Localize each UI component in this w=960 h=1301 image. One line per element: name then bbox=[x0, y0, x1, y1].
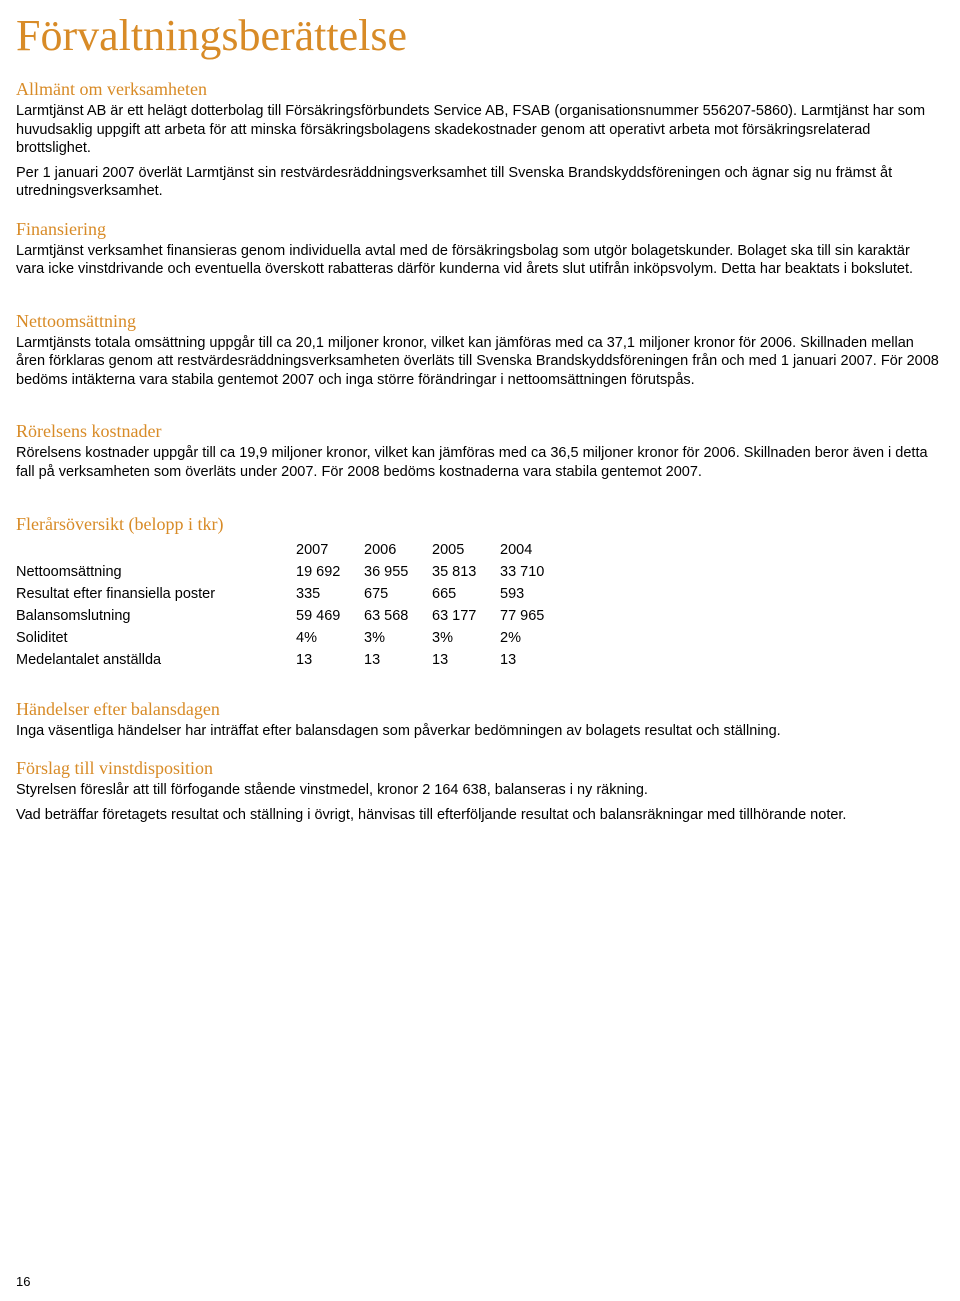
table-header-row: 2007 2006 2005 2004 bbox=[16, 539, 568, 561]
table-cell: 335 bbox=[296, 583, 364, 605]
para-allmant-2: Per 1 januari 2007 överlät Larmtjänst si… bbox=[16, 164, 940, 201]
table-row: Resultat efter finansiella poster 335 67… bbox=[16, 583, 568, 605]
heading-finansiering: Finansiering bbox=[16, 219, 940, 240]
table-cell: 2004 bbox=[500, 539, 568, 561]
heading-allmant: Allmänt om verksamheten bbox=[16, 79, 940, 100]
table-cell: 19 692 bbox=[296, 561, 364, 583]
table-cell: 4% bbox=[296, 627, 364, 649]
table-cell: 63 177 bbox=[432, 605, 500, 627]
table-cell: 59 469 bbox=[296, 605, 364, 627]
heading-flerars: Flerårsöversikt (belopp i tkr) bbox=[16, 514, 940, 535]
table-cell: 13 bbox=[432, 649, 500, 671]
table-cell: Medelantalet anställda bbox=[16, 649, 296, 671]
heading-handelser: Händelser efter balansdagen bbox=[16, 699, 940, 720]
table-cell: 675 bbox=[364, 583, 432, 605]
table-row: Nettoomsättning 19 692 36 955 35 813 33 … bbox=[16, 561, 568, 583]
table-cell: 77 965 bbox=[500, 605, 568, 627]
table-cell: 665 bbox=[432, 583, 500, 605]
table-cell: 13 bbox=[296, 649, 364, 671]
table-cell: 593 bbox=[500, 583, 568, 605]
table-cell: 3% bbox=[364, 627, 432, 649]
page-number: 16 bbox=[16, 1274, 30, 1289]
table-cell: Soliditet bbox=[16, 627, 296, 649]
table-cell: 13 bbox=[500, 649, 568, 671]
table-cell: 2006 bbox=[364, 539, 432, 561]
table-row: Balansomslutning 59 469 63 568 63 177 77… bbox=[16, 605, 568, 627]
table-cell: 35 813 bbox=[432, 561, 500, 583]
para-handelser-1: Inga väsentliga händelser har inträffat … bbox=[16, 722, 940, 741]
para-allmant-1: Larmtjänst AB är ett helägt dotterbolag … bbox=[16, 102, 940, 158]
para-nettoomsattning-1: Larmtjänsts totala omsättning uppgår til… bbox=[16, 334, 940, 390]
table-row: Medelantalet anställda 13 13 13 13 bbox=[16, 649, 568, 671]
heading-rorelsens: Rörelsens kostnader bbox=[16, 421, 940, 442]
table-cell: 2% bbox=[500, 627, 568, 649]
para-forslag-1: Styrelsen föreslår att till förfogande s… bbox=[16, 781, 940, 800]
table-cell: Resultat efter finansiella poster bbox=[16, 583, 296, 605]
table-cell bbox=[16, 539, 296, 561]
table-cell: 2005 bbox=[432, 539, 500, 561]
heading-forslag: Förslag till vinstdisposition bbox=[16, 758, 940, 779]
para-forslag-2: Vad beträffar företagets resultat och st… bbox=[16, 806, 940, 825]
para-rorelsens-1: Rörelsens kostnader uppgår till ca 19,9 … bbox=[16, 444, 940, 481]
table-cell: 2007 bbox=[296, 539, 364, 561]
para-finansiering-1: Larmtjänst verksamhet finansieras genom … bbox=[16, 242, 940, 279]
heading-nettoomsattning: Nettoomsättning bbox=[16, 311, 940, 332]
page-title: Förvaltningsberättelse bbox=[16, 10, 940, 61]
table-row: Soliditet 4% 3% 3% 2% bbox=[16, 627, 568, 649]
table-cell: 3% bbox=[432, 627, 500, 649]
table-cell: 13 bbox=[364, 649, 432, 671]
table-cell: 63 568 bbox=[364, 605, 432, 627]
flerars-table: 2007 2006 2005 2004 Nettoomsättning 19 6… bbox=[16, 539, 568, 671]
table-cell: 36 955 bbox=[364, 561, 432, 583]
table-cell: Nettoomsättning bbox=[16, 561, 296, 583]
table-cell: 33 710 bbox=[500, 561, 568, 583]
table-cell: Balansomslutning bbox=[16, 605, 296, 627]
